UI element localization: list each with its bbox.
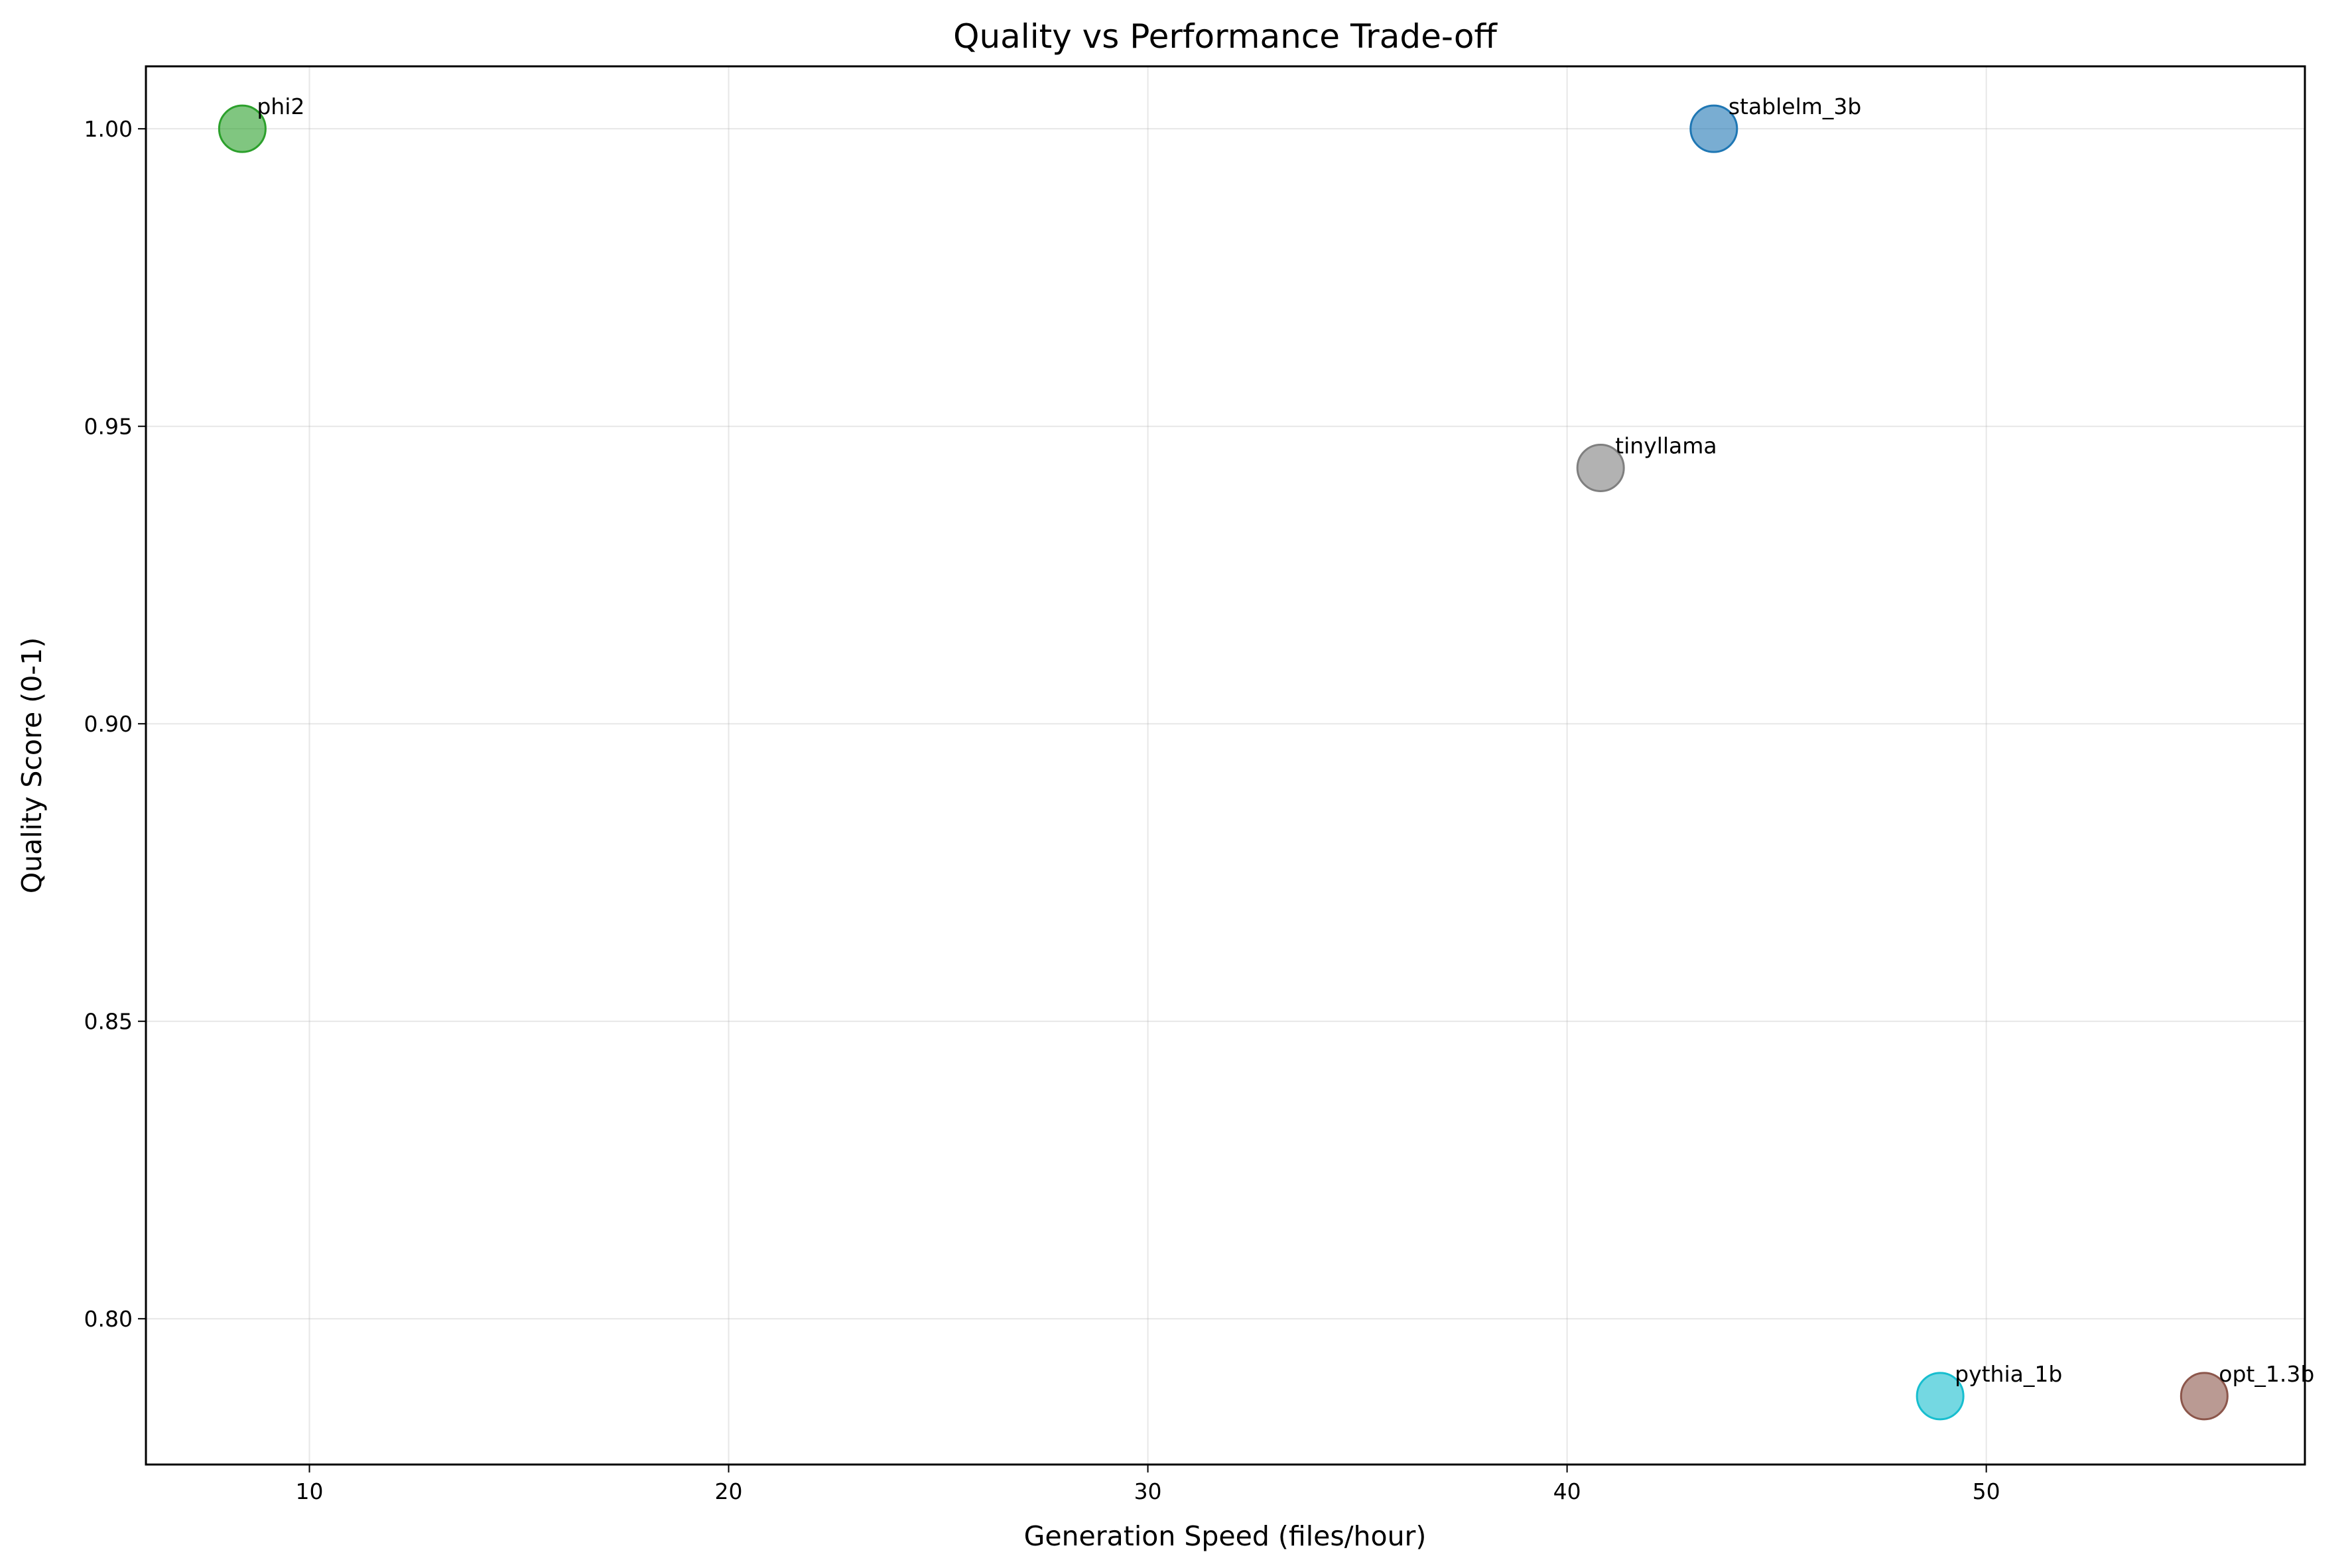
y-axis-ticks: 0.80 0.85 0.90 0.95 1.00	[84, 116, 146, 1332]
x-tick-label: 30	[1134, 1478, 1162, 1504]
point-phi2	[218, 104, 267, 153]
y-tick-label: 0.80	[84, 1306, 133, 1332]
point-labels: phi2 stablelm_3b tinyllama pythia_1b opt_1.3…	[257, 94, 2314, 1387]
x-tick-label: 40	[1553, 1478, 1581, 1504]
y-tick-label: 0.85	[84, 1009, 133, 1035]
x-axis-label: Generation Speed (files/hour)	[1024, 1520, 1427, 1552]
x-tick-label: 50	[1973, 1478, 2000, 1504]
data-points	[218, 104, 2229, 1421]
plot-frame	[145, 65, 2306, 1466]
y-axis-label: Quality Score (0-1)	[16, 637, 48, 893]
y-tick-label: 0.95	[84, 414, 133, 440]
y-tick-label: 1.00	[84, 116, 133, 142]
point-label: pythia_1b	[1955, 1361, 2062, 1387]
point-label: opt_1.3b	[2219, 1361, 2314, 1387]
x-tick-label: 20	[715, 1478, 743, 1504]
chart-title: Quality vs Performance Trade-off	[953, 17, 1498, 56]
point-label: phi2	[257, 94, 304, 119]
point-pythia-1b	[1916, 1372, 1965, 1421]
x-tick-label: 10	[295, 1478, 323, 1504]
x-axis-ticks: 10 20 30 40 50	[295, 1465, 2000, 1504]
grid-lines	[146, 66, 2305, 1465]
point-label: tinyllama	[1615, 432, 1717, 458]
y-tick-label: 0.90	[84, 711, 133, 737]
point-tinyllama	[1576, 443, 1625, 492]
point-stablelm-3b	[1689, 104, 1738, 153]
point-opt-1-3b	[2180, 1372, 2229, 1421]
point-label: stablelm_3b	[1729, 94, 1862, 119]
